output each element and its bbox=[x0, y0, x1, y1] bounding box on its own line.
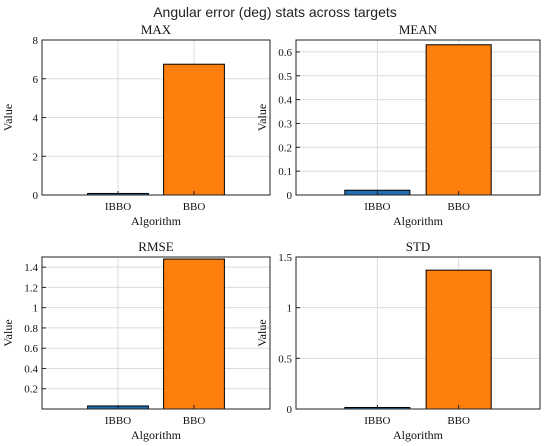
panel-title: STD bbox=[406, 239, 431, 254]
y-tick-label: 0 bbox=[287, 190, 293, 202]
y-tick-label: 0.2 bbox=[24, 384, 38, 396]
y-tick-label: 8 bbox=[33, 35, 39, 47]
bar-bbo bbox=[425, 44, 492, 196]
axes-frame bbox=[295, 256, 541, 410]
y-tick-label: 4 bbox=[33, 113, 39, 125]
y-tick-label: 0.4 bbox=[278, 95, 292, 107]
x-tick-label: IBBO bbox=[364, 415, 390, 427]
y-axis-label: Value bbox=[1, 104, 15, 131]
x-tick-label: BBO bbox=[447, 201, 470, 213]
y-tick-label: 0.6 bbox=[24, 343, 38, 355]
y-tick-label: 0.5 bbox=[278, 71, 292, 83]
x-tick-label: BBO bbox=[183, 201, 206, 213]
chart-mean: 0 0.1 0.2 0.3 0.4 0.5 0.6 IBBO BBO MEAN Algorithm V… bbox=[255, 22, 541, 228]
panel-title: MAX bbox=[141, 22, 172, 37]
y-axis-label: Value bbox=[255, 104, 269, 131]
chart-max: 0 2 4 6 8 IBBO BBO MAX Algorithm Value bbox=[1, 22, 271, 228]
x-tick-label: IBBO bbox=[105, 201, 131, 213]
y-tick-label: 0 bbox=[287, 404, 293, 416]
figure-title: Angular error (deg) stats across targets bbox=[153, 4, 397, 20]
x-tick-label: BBO bbox=[183, 415, 206, 427]
chart-std: 0 0.5 1 1.5 IBBO BBO STD Algorithm Value bbox=[255, 239, 541, 442]
y-tick-label: 1.2 bbox=[24, 282, 38, 294]
y-tick-label: 0.8 bbox=[24, 323, 38, 335]
bar-bbo bbox=[163, 258, 225, 410]
y-axis-label: Value bbox=[1, 319, 15, 346]
x-axis-label: Algorithm bbox=[131, 428, 182, 442]
y-tick-label: 0.1 bbox=[278, 166, 292, 178]
x-axis-label: Algorithm bbox=[131, 214, 182, 228]
y-tick-label: 0.2 bbox=[278, 142, 292, 154]
y-tick-label: 1.5 bbox=[278, 252, 292, 264]
y-tick-label: 1 bbox=[33, 303, 39, 315]
axes-frame bbox=[295, 39, 541, 196]
bar-bbo bbox=[425, 269, 492, 410]
y-tick-label: 2 bbox=[33, 151, 39, 163]
panel-title: RMSE bbox=[138, 239, 173, 254]
chart-rmse: 0.2 0.4 0.6 0.8 1 1.2 1.4 IBBO BBO RMSE Algorithm V… bbox=[1, 239, 271, 442]
x-tick-label: IBBO bbox=[105, 415, 131, 427]
x-axis-label: Algorithm bbox=[393, 214, 444, 228]
y-tick-label: 0 bbox=[33, 190, 39, 202]
y-tick-label: 0.3 bbox=[278, 118, 292, 130]
axes-frame bbox=[41, 256, 271, 410]
y-tick-label: 0.5 bbox=[278, 353, 292, 365]
panel-title: MEAN bbox=[399, 22, 438, 37]
y-tick-label: 0.6 bbox=[278, 47, 292, 59]
y-tick-label: 1 bbox=[287, 303, 293, 315]
y-axis-label: Value bbox=[255, 319, 269, 346]
x-axis-label: Algorithm bbox=[393, 428, 444, 442]
bar-bbo bbox=[163, 63, 225, 196]
x-tick-label: IBBO bbox=[364, 201, 390, 213]
y-tick-label: 6 bbox=[33, 74, 39, 86]
x-tick-label: BBO bbox=[447, 415, 470, 427]
y-tick-label: 0.4 bbox=[24, 363, 38, 375]
y-tick-label: 1.4 bbox=[24, 262, 38, 274]
